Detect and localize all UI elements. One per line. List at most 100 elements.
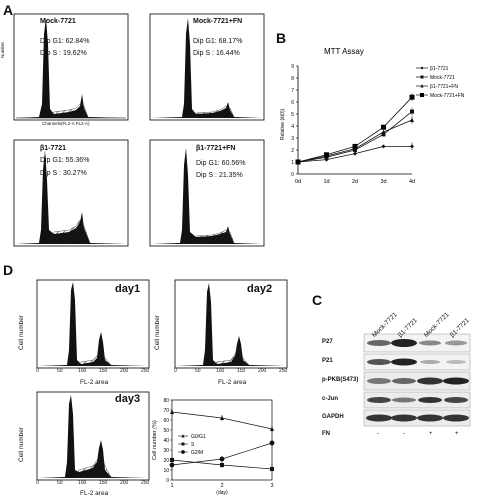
panel-letter-b: B bbox=[276, 30, 287, 46]
chart-b-ytick-label: 3 bbox=[291, 136, 294, 142]
chart-b-legend-label: Mock-7721 bbox=[430, 75, 455, 81]
histogram-xtick-label: 0 bbox=[36, 368, 39, 374]
chart-d-point bbox=[220, 415, 224, 420]
chart-d-ytick-label: 40 bbox=[163, 438, 169, 444]
histogram-xtick-label: 200 bbox=[120, 368, 129, 374]
chart-d-ytick-label: 0 bbox=[166, 478, 169, 484]
histogram-xtick-label: 200 bbox=[120, 480, 129, 486]
histogram-2-title: Mock-7721+FN bbox=[193, 18, 243, 25]
chart-d-legend-marker bbox=[181, 450, 185, 454]
row-label-gapdh: GAPDH bbox=[322, 414, 344, 420]
chart-d-legend-label: G2/M bbox=[191, 450, 203, 456]
chart-b-title: MTT Assay bbox=[324, 47, 364, 56]
day1-xlabel: FL-2 area bbox=[80, 379, 109, 386]
blot-row-c-jun bbox=[363, 391, 471, 409]
chart-b-point bbox=[381, 124, 386, 130]
histogram-day2 bbox=[174, 279, 288, 369]
histogram-beta1-7721 bbox=[13, 139, 129, 247]
histogram-xtick-label: 250 bbox=[279, 368, 288, 374]
chart-b-point bbox=[381, 132, 386, 137]
blot-row-p-pkb bbox=[363, 371, 471, 391]
chart-d-xtick-label: 2 bbox=[220, 483, 223, 489]
chart-d-xlabel: (day) bbox=[216, 490, 228, 496]
panel-letter-d: D bbox=[3, 262, 14, 278]
chart-d-point bbox=[270, 467, 274, 471]
chart-d-legend-marker bbox=[181, 434, 185, 438]
fn-label: FN bbox=[322, 431, 330, 437]
chart-d-point bbox=[170, 458, 174, 462]
chart-d-xtick-label: 1 bbox=[170, 483, 173, 489]
blot-row-gapdh bbox=[363, 409, 471, 427]
histogram-xlabel: Channels(FL2-A FL2-A) bbox=[42, 121, 90, 126]
chart-d-point bbox=[220, 463, 224, 467]
histogram-1-g1: Dip G1: 62.84% bbox=[40, 38, 90, 45]
histogram-xtick-label: 250 bbox=[141, 480, 150, 486]
chart-b-point bbox=[295, 159, 301, 165]
chart-b-ytick-label: 9 bbox=[291, 64, 294, 70]
chart-b-ytick-label: 6 bbox=[291, 100, 294, 106]
day3-xlabel: FL-2 area bbox=[80, 490, 109, 497]
chart-d-point bbox=[170, 409, 174, 414]
histogram-day1 bbox=[36, 279, 150, 369]
chart-d-ytick-label: 30 bbox=[163, 448, 169, 454]
chart-b-legend-label: β1-7721 bbox=[430, 66, 449, 72]
chart-d-legend-label: G0/G1 bbox=[191, 434, 206, 440]
row-label-p21: P21 bbox=[322, 358, 333, 364]
chart-b-series-line bbox=[297, 119, 413, 163]
chart-b-legend-marker bbox=[420, 75, 424, 79]
chart-b-legend-marker bbox=[420, 93, 424, 97]
blot-row-p21 bbox=[363, 353, 471, 371]
row-label-c-jun: c-Jun bbox=[322, 396, 339, 402]
panel-d-histograms bbox=[36, 279, 288, 481]
chart-b-point bbox=[352, 143, 358, 149]
histogram-1-s: Dip S : 19.62% bbox=[40, 50, 87, 57]
histogram-3-g1: Dip G1: 55.36% bbox=[40, 157, 90, 164]
histogram-xtick-label: 200 bbox=[258, 368, 267, 374]
chart-b-ytick-label: 8 bbox=[291, 76, 294, 82]
row-label-p27: P27 bbox=[322, 339, 333, 345]
histogram-4-s: Dip S : 21.35% bbox=[196, 172, 243, 179]
day3-ylabel: Cell number bbox=[18, 426, 25, 462]
histogram-xtick-label: 100 bbox=[78, 480, 87, 486]
histogram-xtick-label: 150 bbox=[237, 368, 246, 374]
histogram-mock-7721-fn bbox=[149, 13, 265, 121]
blot-row-p27 bbox=[363, 333, 471, 353]
histogram-4-title: β1-7721+FN bbox=[196, 145, 236, 152]
histogram-beta1-7721-fn bbox=[149, 139, 265, 247]
histogram-day3 bbox=[36, 391, 150, 481]
histogram-xtick-label: 100 bbox=[78, 368, 87, 374]
chart-d-point bbox=[269, 440, 275, 446]
chart-b-point bbox=[381, 144, 386, 149]
chart-d-ytick-label: 70 bbox=[163, 408, 169, 414]
chart-d-xtick-label: 3 bbox=[270, 483, 273, 489]
day1-ylabel: Cell number bbox=[18, 314, 25, 350]
chart-b-xtick-label: 1d bbox=[323, 179, 329, 185]
chart-b-ylabel: Relative (Ⅱ(0)) bbox=[280, 108, 286, 140]
panel-letter-c: C bbox=[312, 292, 323, 308]
histogram-xtick-label: 150 bbox=[99, 480, 108, 486]
chart-d-ytick-label: 20 bbox=[163, 458, 169, 464]
chart-b-xtick-label: 0d bbox=[295, 179, 301, 185]
fn-lane-1: - bbox=[377, 431, 379, 437]
chart-b-legend-marker bbox=[420, 66, 424, 70]
row-label-p-pkb: p-PKB(S473) bbox=[322, 377, 359, 383]
histogram-xtick-label: 50 bbox=[195, 368, 201, 374]
day2-xlabel: FL-2 area bbox=[218, 379, 247, 386]
chart-d-point bbox=[219, 456, 225, 462]
histogram-xtick-label: 0 bbox=[174, 368, 177, 374]
chart-b-ytick-label: 0 bbox=[291, 172, 294, 178]
chart-d-ytick-label: 60 bbox=[163, 418, 169, 424]
chart-b-point bbox=[324, 152, 329, 158]
chart-d-ylabel: Cell number (%) bbox=[152, 420, 158, 460]
panel-letter-a: A bbox=[3, 2, 14, 18]
chart-b-legend-label: Mock-7721+FN bbox=[430, 93, 465, 99]
chart-d-point bbox=[169, 462, 175, 468]
histogram-ylabel: Number bbox=[0, 41, 5, 58]
chart-d-ytick-label: 50 bbox=[163, 428, 169, 434]
day2-ylabel: Cell number bbox=[154, 314, 161, 350]
chart-b-xtick-label: 3d bbox=[380, 179, 386, 185]
chart-b-legend-marker bbox=[420, 84, 424, 88]
chart-b-legend-label: β1-7721+FN bbox=[430, 84, 458, 90]
western-blot bbox=[363, 333, 471, 427]
chart-d-legend-marker bbox=[181, 442, 185, 446]
